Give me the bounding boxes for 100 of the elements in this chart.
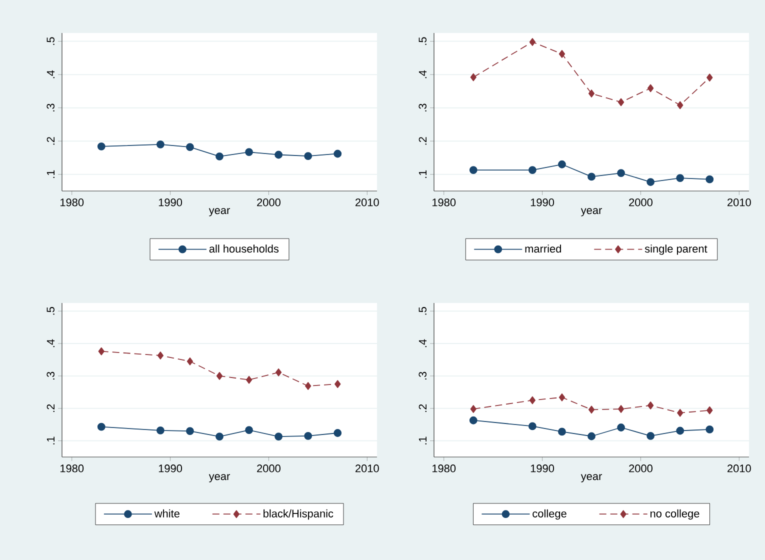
x-tick-label: 2010: [356, 464, 379, 472]
x-tick-label: 1980: [432, 464, 456, 472]
point: [334, 150, 342, 158]
point: [470, 405, 476, 413]
point: [274, 432, 283, 441]
point: [558, 50, 566, 58]
legend-label: black/Hispanic: [264, 509, 334, 520]
point: [646, 178, 655, 186]
x-axis-title: year: [580, 208, 602, 216]
point: [706, 74, 713, 82]
legend-label: college: [532, 509, 566, 520]
point: [706, 406, 713, 414]
point: [186, 357, 194, 366]
point: [305, 382, 312, 390]
point: [646, 432, 655, 440]
y-tick-label: .1: [46, 436, 54, 444]
point: [528, 422, 536, 430]
x-tick-label: 2010: [728, 198, 751, 206]
point: [617, 169, 625, 177]
legend-label: no college: [650, 509, 700, 520]
y-tick-label: .1: [418, 170, 426, 178]
x-tick-label: 2000: [629, 198, 652, 206]
y-tick-label: .2: [46, 137, 54, 145]
point: [588, 90, 595, 98]
y-tick-label: .2: [418, 137, 426, 145]
point: [706, 175, 714, 184]
point: [528, 166, 536, 174]
point: [677, 101, 684, 110]
point: [588, 432, 596, 440]
point: [245, 426, 253, 434]
point: [647, 84, 654, 92]
point: [647, 402, 654, 410]
point: [558, 160, 566, 168]
y-tick-label: .5: [418, 307, 426, 315]
point: [618, 98, 624, 106]
point: [676, 426, 684, 435]
point: [334, 380, 341, 388]
point: [216, 152, 224, 160]
point: [98, 347, 104, 356]
y-tick-label: .1: [418, 436, 426, 444]
x-tick-label: 1990: [158, 464, 182, 472]
x-tick-label: 1980: [60, 464, 84, 472]
point: [245, 148, 253, 156]
point: [558, 428, 566, 436]
x-tick-label: 1980: [60, 198, 84, 206]
legend-label: all households: [209, 244, 279, 253]
point: [588, 406, 595, 414]
point: [706, 425, 714, 434]
x-tick-label: 2000: [257, 198, 280, 206]
point: [156, 140, 164, 148]
point: [470, 73, 476, 82]
y-tick-label: .3: [418, 104, 426, 112]
y-tick-label: .4: [418, 339, 426, 348]
y-tick-label: .2: [418, 404, 426, 412]
x-tick-label: 1990: [158, 198, 182, 206]
point: [677, 408, 684, 417]
point: [304, 432, 312, 440]
x-tick-label: 2000: [629, 464, 652, 472]
y-tick-label: .3: [418, 372, 426, 380]
x-tick-label: 2000: [257, 464, 280, 472]
point: [618, 405, 624, 413]
x-tick-label: 2010: [728, 464, 751, 472]
point: [588, 172, 596, 181]
point: [274, 150, 283, 159]
x-tick-label: 1990: [530, 464, 554, 472]
y-tick-label: .2: [46, 404, 54, 412]
point: [157, 352, 164, 360]
point: [558, 393, 566, 402]
x-axis-title: year: [208, 474, 230, 482]
point: [529, 396, 536, 404]
y-tick-label: .1: [46, 170, 54, 178]
y-tick-label: .3: [46, 104, 54, 112]
y-tick-label: .5: [418, 37, 426, 45]
point: [216, 432, 224, 441]
point: [216, 372, 223, 380]
y-tick-label: .4: [418, 70, 426, 78]
point: [617, 424, 625, 432]
point: [186, 427, 194, 436]
x-tick-label: 2010: [356, 198, 379, 206]
legend-label: white: [154, 509, 180, 518]
point: [334, 429, 342, 437]
point: [97, 422, 106, 431]
point: [156, 426, 164, 434]
y-tick-label: .5: [46, 37, 54, 45]
y-tick-label: .4: [46, 70, 54, 78]
x-tick-label: 1990: [530, 198, 554, 206]
y-tick-label: .3: [46, 372, 54, 380]
point: [275, 368, 282, 376]
y-tick-label: .4: [46, 339, 54, 348]
legend-label: married: [525, 244, 561, 253]
point: [97, 142, 106, 150]
point: [469, 416, 478, 424]
point: [186, 143, 194, 152]
y-tick-label: .5: [46, 307, 54, 315]
x-axis-title: year: [580, 474, 602, 482]
point: [246, 376, 252, 384]
point: [304, 152, 312, 160]
point: [469, 166, 478, 174]
x-axis-title: year: [208, 208, 230, 216]
point: [676, 174, 684, 182]
